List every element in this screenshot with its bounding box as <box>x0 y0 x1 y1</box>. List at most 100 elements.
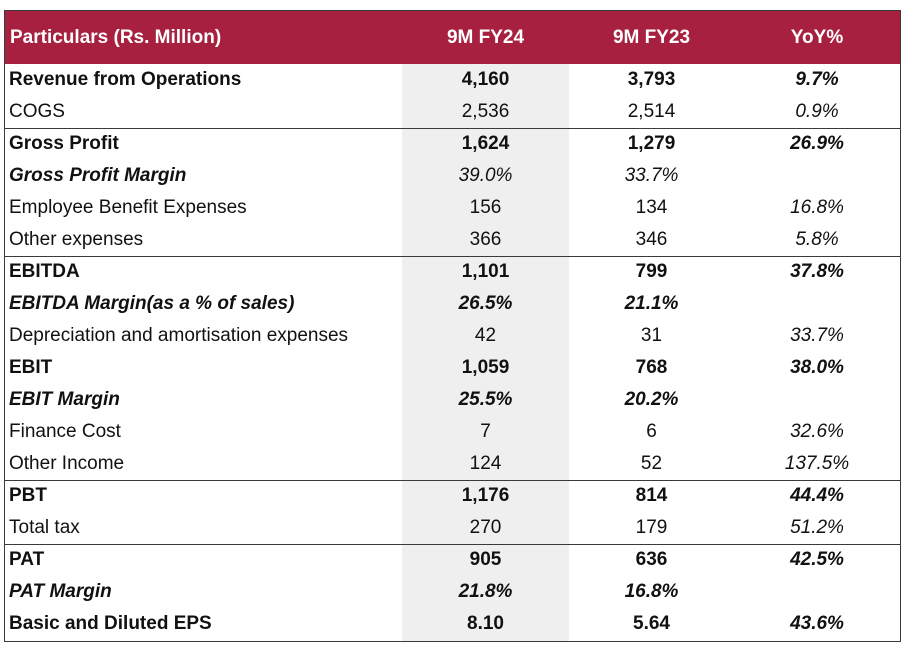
row-value-fy24: 42 <box>474 325 497 346</box>
row-value-yoy: 32.6% <box>790 421 844 442</box>
table-row: Basic and Diluted EPS 8.10 5.64 43.6% <box>5 608 900 640</box>
row-divider <box>5 544 900 545</box>
table-row: Gross Profit 1,624 1,279 26.9% <box>5 128 900 160</box>
row-label: Other Income <box>9 453 125 474</box>
row-value-fy24: 8.10 <box>467 613 504 634</box>
row-value-fy23: 799 <box>635 261 668 282</box>
row-divider <box>5 480 900 481</box>
row-value-yoy: 16.8% <box>790 197 844 218</box>
row-label: EBITDA <box>9 261 80 282</box>
table-row: PBT 1,176 814 44.4% <box>5 480 900 512</box>
row-value-fy23: 814 <box>635 485 668 506</box>
row-value-yoy <box>734 288 900 320</box>
row-value-yoy <box>734 384 900 416</box>
table-row: Total tax 270 179 51.2% <box>5 512 900 544</box>
row-value-yoy: 43.6% <box>790 613 844 634</box>
header-particulars: Particulars (Rs. Million) <box>10 27 222 48</box>
row-value-fy23: 31 <box>640 325 663 346</box>
row-value-fy24: 39.0% <box>458 165 513 186</box>
row-value-fy23: 33.7% <box>624 165 679 186</box>
row-value-fy23: 3,793 <box>627 69 676 90</box>
row-value-yoy <box>734 160 900 192</box>
row-value-fy24: 905 <box>469 549 502 570</box>
row-label: Gross Profit <box>9 133 119 154</box>
row-value-yoy: 9.7% <box>795 69 839 90</box>
row-value-fy23: 2,514 <box>627 101 676 122</box>
row-value-fy23: 6 <box>646 421 657 442</box>
row-value-fy24: 26.5% <box>458 293 513 314</box>
row-divider <box>5 256 900 257</box>
row-label: COGS <box>9 101 65 122</box>
table-row: Other Income 124 52 137.5% <box>5 448 900 480</box>
row-value-fy23: 636 <box>635 549 668 570</box>
row-value-fy23: 346 <box>635 229 668 250</box>
header-yoy: YoY% <box>790 27 844 48</box>
row-value-fy24: 1,059 <box>461 357 510 378</box>
row-value-fy23: 179 <box>635 517 668 538</box>
row-value-fy24: 1,624 <box>461 133 510 154</box>
row-value-yoy: 0.9% <box>795 101 839 122</box>
row-value-fy24: 4,160 <box>461 69 510 90</box>
table-row: Revenue from Operations 4,160 3,793 9.7% <box>5 64 900 96</box>
row-label: PBT <box>9 485 47 506</box>
header-9m-fy24: 9M FY24 <box>446 27 525 48</box>
row-label: Revenue from Operations <box>9 69 242 90</box>
row-value-fy24: 156 <box>469 197 502 218</box>
row-value-yoy: 37.8% <box>790 261 844 282</box>
row-label: Other expenses <box>9 229 144 250</box>
table-row: EBITDA Margin(as a % of sales) 26.5% 21.… <box>5 288 900 320</box>
row-label: Gross Profit Margin <box>9 165 187 186</box>
row-value-yoy: 26.9% <box>790 133 844 154</box>
row-label: Basic and Diluted EPS <box>9 613 212 634</box>
row-label: Finance Cost <box>9 421 121 442</box>
row-value-fy23: 1,279 <box>627 133 676 154</box>
row-value-yoy: 137.5% <box>784 453 850 474</box>
row-label: EBIT <box>9 357 53 378</box>
row-value-yoy: 33.7% <box>790 325 844 346</box>
row-label: Total tax <box>9 517 80 538</box>
row-value-fy24: 366 <box>469 229 502 250</box>
row-label: EBIT Margin <box>9 389 120 410</box>
table-row: Employee Benefit Expenses 156 134 16.8% <box>5 192 900 224</box>
row-value-fy23: 20.2% <box>624 389 679 410</box>
financial-table: Particulars (Rs. Million) 9M FY24 9M FY2… <box>4 10 901 642</box>
row-value-fy24: 1,176 <box>461 485 510 506</box>
row-label: Depreciation and amortisation expenses <box>9 325 349 346</box>
table-header: Particulars (Rs. Million) 9M FY24 9M FY2… <box>5 11 900 64</box>
row-value-yoy <box>734 576 900 608</box>
row-value-fy24: 25.5% <box>458 389 513 410</box>
row-value-fy24: 21.8% <box>458 581 513 602</box>
table-row: EBIT 1,059 768 38.0% <box>5 352 900 384</box>
row-value-fy23: 21.1% <box>624 293 679 314</box>
row-label: EBITDA Margin(as a % of sales) <box>9 293 295 314</box>
row-value-fy24: 1,101 <box>461 261 510 282</box>
table-row: Depreciation and amortisation expenses 4… <box>5 320 900 352</box>
row-label: Employee Benefit Expenses <box>9 197 247 218</box>
row-value-yoy: 38.0% <box>790 357 844 378</box>
table-row: PAT 905 636 42.5% <box>5 544 900 576</box>
table-row: EBITDA 1,101 799 37.8% <box>5 256 900 288</box>
row-value-fy23: 768 <box>635 357 668 378</box>
header-9m-fy23: 9M FY23 <box>612 27 691 48</box>
row-value-yoy: 5.8% <box>795 229 839 250</box>
table-row: EBIT Margin 25.5% 20.2% <box>5 384 900 416</box>
row-value-fy23: 134 <box>635 197 668 218</box>
row-value-fy23: 5.64 <box>633 613 670 634</box>
row-value-fy23: 16.8% <box>624 581 679 602</box>
row-value-yoy: 51.2% <box>790 517 844 538</box>
row-value-fy23: 52 <box>640 453 663 474</box>
row-value-fy24: 7 <box>480 421 491 442</box>
table-row: COGS 2,536 2,514 0.9% <box>5 96 900 128</box>
table-row: PAT Margin 21.8% 16.8% <box>5 576 900 608</box>
row-value-yoy: 44.4% <box>790 485 844 506</box>
row-divider <box>5 128 900 129</box>
table-row: Finance Cost 7 6 32.6% <box>5 416 900 448</box>
row-label: PAT <box>9 549 45 570</box>
row-value-fy24: 124 <box>469 453 502 474</box>
table-row: Gross Profit Margin 39.0% 33.7% <box>5 160 900 192</box>
row-value-yoy: 42.5% <box>790 549 844 570</box>
table-row: Other expenses 366 346 5.8% <box>5 224 900 256</box>
row-value-fy24: 2,536 <box>461 101 510 122</box>
row-label: PAT Margin <box>9 581 112 602</box>
row-value-fy24: 270 <box>469 517 502 538</box>
